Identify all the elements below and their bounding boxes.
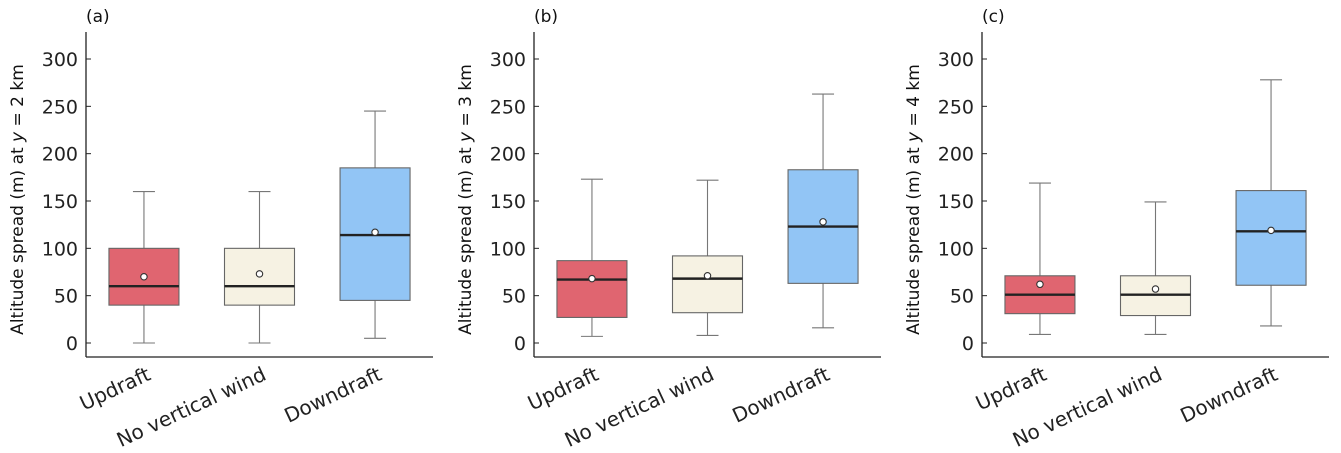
y-tick-label: 150 (42, 191, 78, 213)
y-tick-label: 50 (54, 286, 78, 308)
y-tick-label: 150 (938, 191, 974, 213)
y-tick-label: 50 (502, 286, 526, 308)
box-downdraft (339, 110, 411, 339)
mean-marker (1267, 226, 1275, 235)
x-tick-label: Downdraft (280, 362, 385, 428)
y-tick-label: 100 (490, 238, 526, 260)
y-axis-label-part: = 4 km (904, 64, 924, 132)
box-downdraft (1235, 79, 1307, 327)
y-axis-label-part: Altitude spread (m) at (456, 142, 476, 335)
box-no-vertical-wind (671, 179, 744, 336)
panel-3: 0 50 100 150 200 250 300 (c) Altitude spread (m)… (904, 7, 1329, 452)
y-axis-label-part: = 3 km (456, 64, 476, 132)
mean-marker (371, 228, 379, 236)
iqr-box (671, 255, 744, 314)
y-tick-label: 200 (42, 144, 78, 166)
y-axis-label-part: y (8, 131, 28, 143)
y-axis-label-part: y (904, 131, 924, 143)
box-updraft (108, 190, 180, 344)
mean-marker (255, 270, 264, 278)
box-updraft (1004, 182, 1076, 336)
x-tick-label: Downdraft (728, 362, 833, 428)
x-tick-label: Updraft (76, 362, 154, 416)
y-tick-label: 250 (490, 96, 526, 118)
y-axis-label-part: y (456, 131, 476, 143)
y-tick-label: 250 (42, 96, 78, 118)
x-tick-label: Updraft (972, 362, 1050, 416)
y-tick-label: 0 (514, 333, 526, 355)
y-tick-label: 150 (490, 191, 526, 213)
mean-marker (1036, 280, 1044, 289)
y-tick-label: 100 (42, 238, 78, 260)
y-tick-label: 300 (490, 49, 526, 71)
y-axis-label-part: = 2 km (8, 64, 28, 132)
y-tick-label: 100 (938, 238, 974, 260)
y-axis-label: Altitude spread (m) at y = 2 km (8, 64, 28, 335)
y-tick-label: 250 (938, 96, 974, 118)
y-tick-label: 200 (938, 144, 974, 166)
y-tick-label: 0 (66, 333, 78, 355)
y-axis-label: Altitude spread (m) at y = 3 km (456, 64, 476, 335)
box-downdraft (787, 93, 859, 329)
y-tick-label: 200 (490, 144, 526, 166)
y-axis-label-part: Altitude spread (m) at (8, 142, 28, 335)
y-tick-label: 50 (950, 286, 974, 308)
panel-1: 0 50 100 150 200 250 300 (a) Altitude spread (m)… (8, 7, 433, 452)
iqr-box (556, 260, 628, 318)
mean-marker (140, 272, 148, 281)
box-updraft (556, 178, 628, 337)
panel-label: (b) (534, 7, 558, 27)
y-tick-label: 0 (962, 333, 974, 355)
panel-label: (c) (982, 7, 1005, 27)
box-no-vertical-wind (223, 190, 296, 344)
mean-marker (588, 274, 596, 283)
panel-label: (a) (86, 7, 110, 27)
y-axis-label: Altitude spread (m) at y = 4 km (904, 64, 924, 335)
y-tick-label: 300 (42, 49, 78, 71)
y-axis-label-part: Altitude spread (m) at (904, 142, 924, 335)
mean-marker (1151, 285, 1160, 293)
box-no-vertical-wind (1119, 201, 1192, 336)
mean-marker (703, 272, 712, 280)
panel-2: 0 50 100 150 200 250 300 (b) Altitude spread (m)… (456, 7, 881, 452)
y-tick-label: 300 (938, 49, 974, 71)
iqr-box (1235, 190, 1307, 286)
x-tick-label: Updraft (524, 362, 602, 416)
x-tick-label: Downdraft (1176, 362, 1281, 428)
mean-marker (819, 218, 827, 226)
